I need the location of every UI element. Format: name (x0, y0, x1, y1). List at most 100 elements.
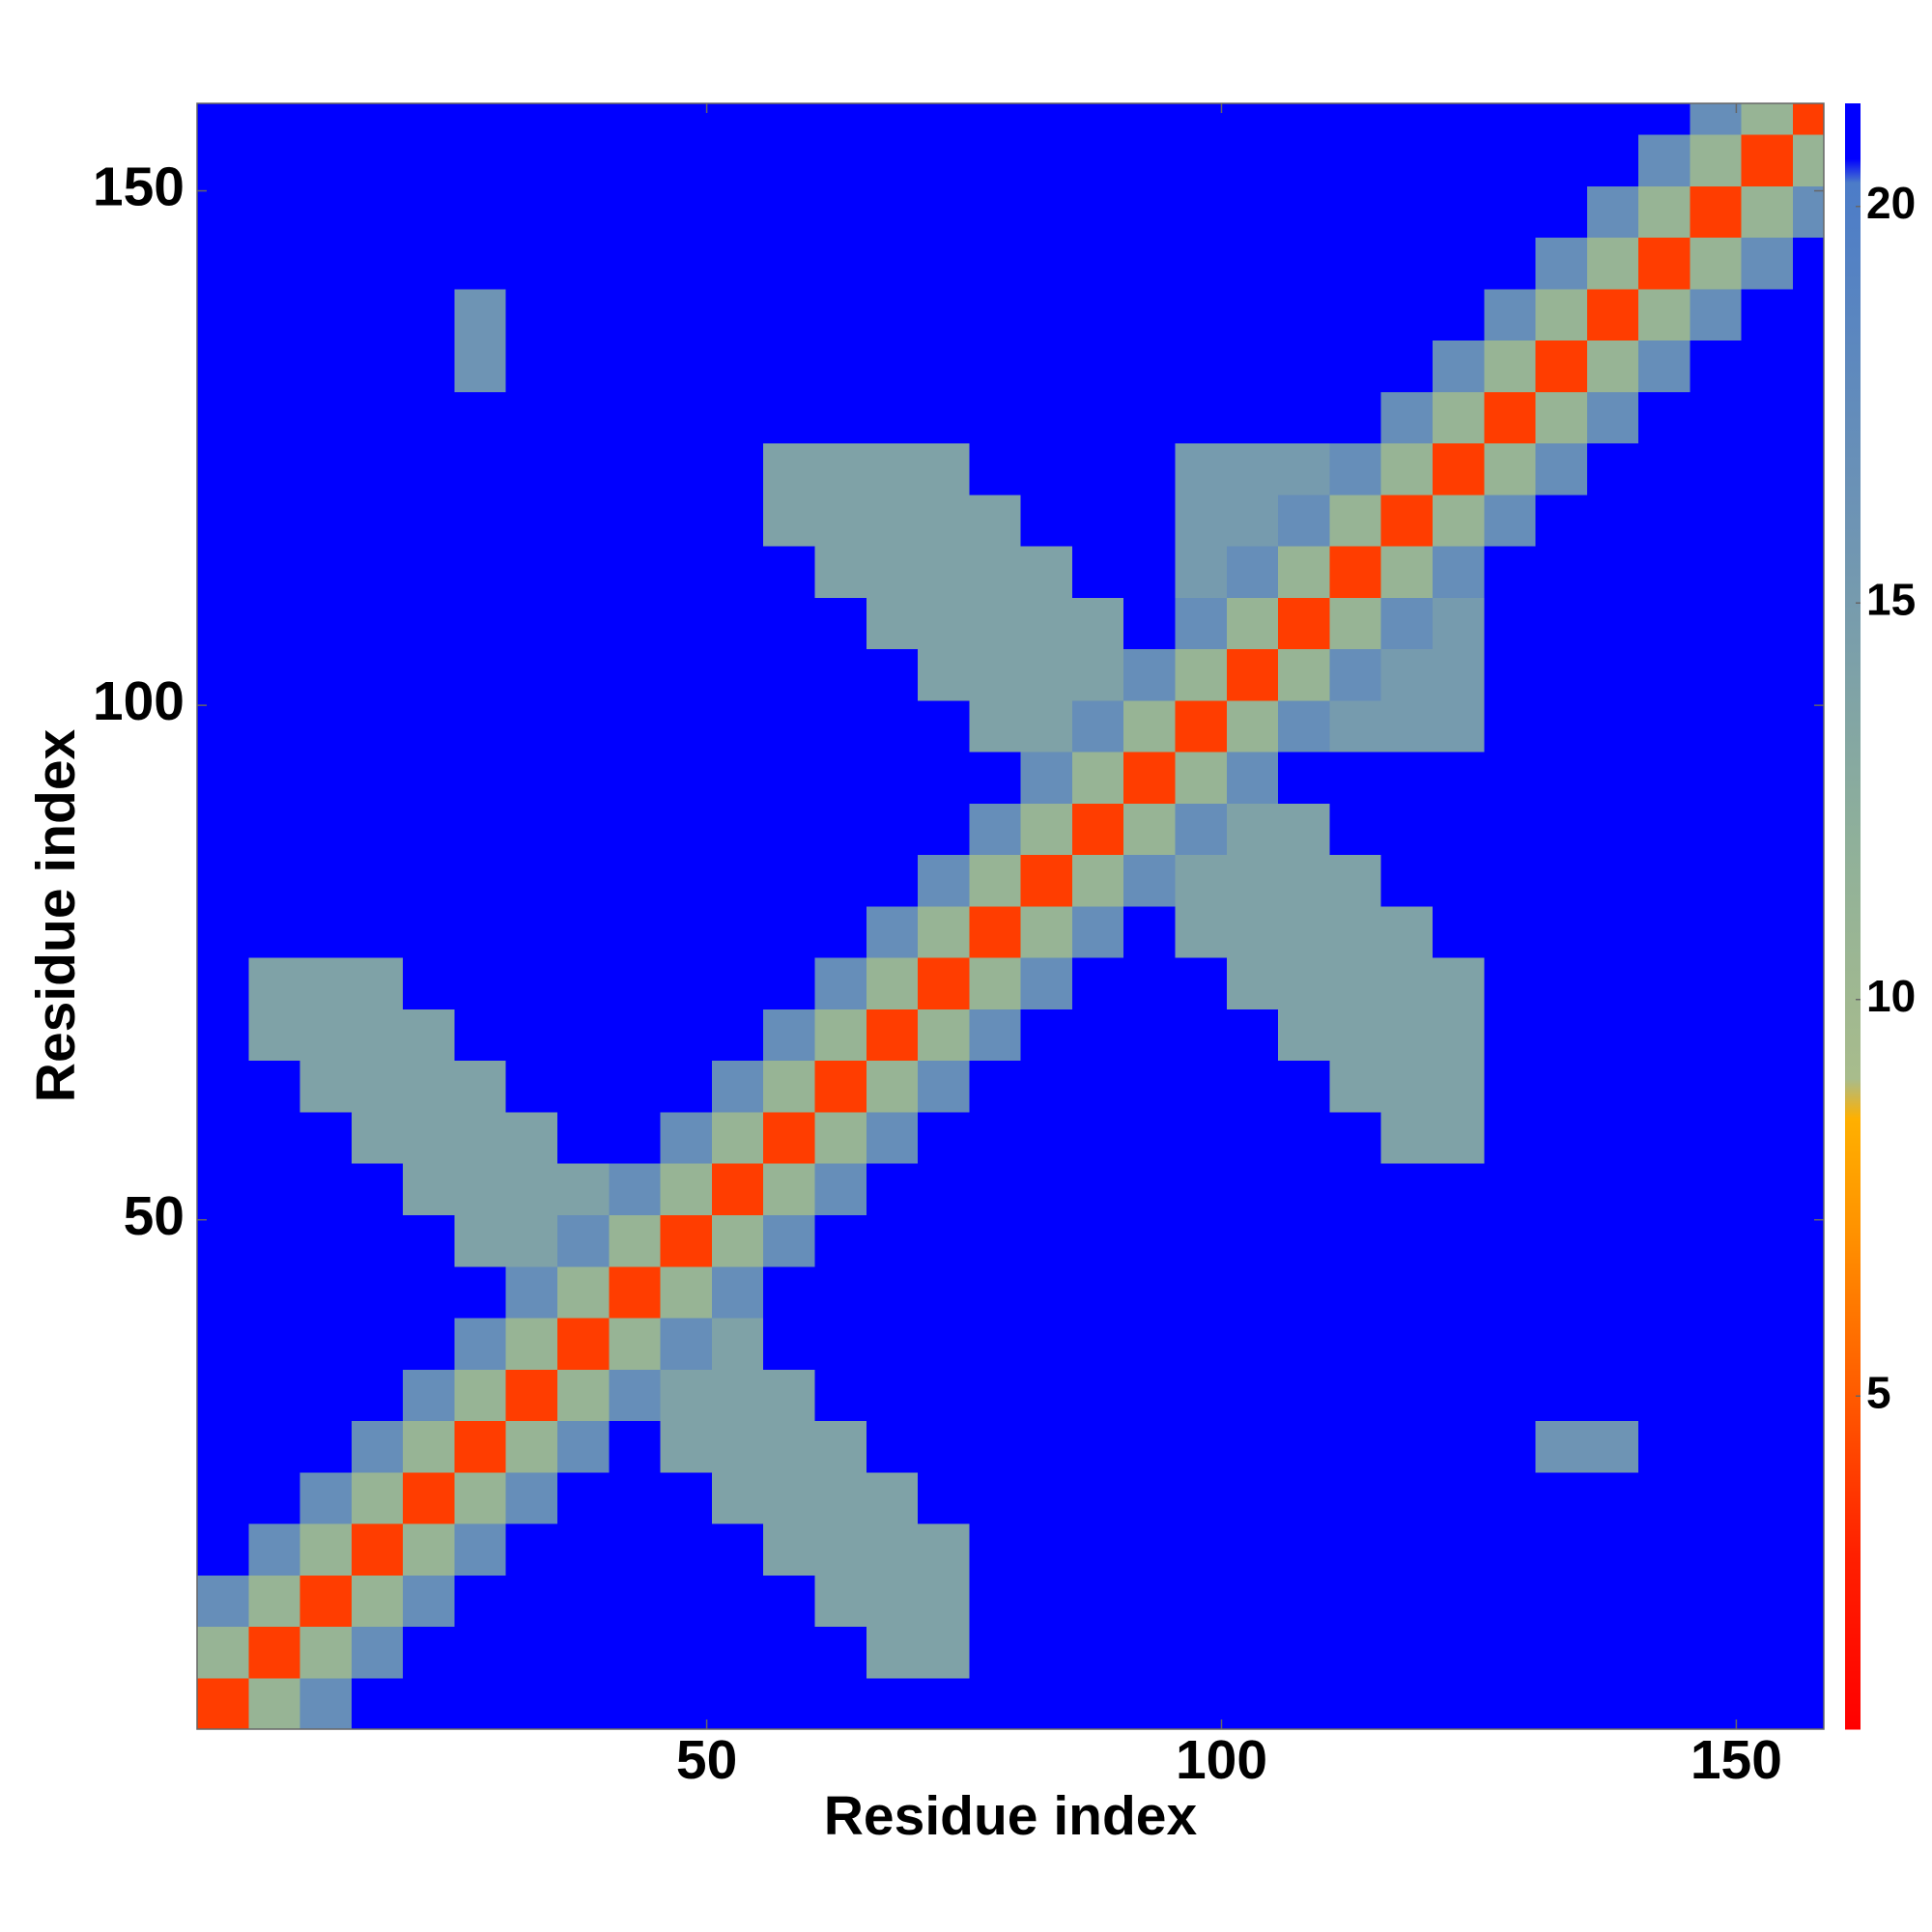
heatmap-cell (1123, 1214, 1177, 1267)
heatmap-cell (763, 133, 816, 186)
heatmap-cell (403, 699, 456, 753)
heatmap-cell (1123, 1420, 1177, 1473)
heatmap-cell (814, 237, 867, 290)
heatmap-cell (351, 1265, 404, 1319)
heatmap-cell (1329, 1677, 1382, 1730)
heatmap-cell (1432, 1677, 1485, 1730)
heatmap-cell (299, 1575, 353, 1628)
heatmap-cell (814, 752, 867, 804)
heatmap-cell (1484, 752, 1537, 804)
heatmap-cell (403, 597, 456, 650)
heatmap-cell (1690, 494, 1743, 547)
heatmap-cell (351, 442, 404, 496)
heatmap-cell (1278, 752, 1331, 804)
heatmap-cell (1535, 1111, 1588, 1164)
heatmap-cell (248, 546, 301, 598)
heatmap-cell (1380, 1522, 1434, 1576)
heatmap-cell (609, 339, 662, 392)
heatmap-cell (1690, 1060, 1743, 1113)
heatmap-cell (969, 648, 1022, 701)
heatmap-cell (918, 1471, 970, 1524)
heatmap-cell (454, 1677, 507, 1730)
heatmap-cell (557, 699, 610, 753)
heatmap-cell (248, 442, 301, 496)
heatmap-cell (1175, 103, 1228, 135)
heatmap-cell (1278, 1317, 1331, 1370)
heatmap-cell (1380, 1369, 1434, 1422)
heatmap-cell (197, 1677, 249, 1730)
heatmap-cell (248, 752, 301, 804)
heatmap-cell (505, 1626, 558, 1679)
heatmap-cell (1638, 1060, 1691, 1113)
heatmap-cell (609, 237, 662, 290)
heatmap-cell (248, 1214, 301, 1267)
heatmap-cell (918, 103, 970, 135)
heatmap-cell (1278, 1471, 1331, 1524)
heatmap-cell (505, 1214, 558, 1267)
heatmap-cell (248, 185, 301, 239)
heatmap-cell (1278, 391, 1331, 444)
heatmap-cell (763, 957, 816, 1009)
heatmap-cell (814, 1420, 867, 1473)
heatmap-cell (814, 1677, 867, 1730)
heatmap-cell (969, 494, 1022, 547)
heatmap-cell (1226, 648, 1279, 701)
heatmap-cell (454, 494, 507, 547)
heatmap-cell (299, 1677, 353, 1730)
heatmap-cell (918, 1677, 970, 1730)
heatmap-cell (1278, 957, 1331, 1009)
heatmap-cell (299, 185, 353, 239)
heatmap-cell (660, 288, 713, 341)
heatmap-cell (1226, 494, 1279, 547)
heatmap-cell (248, 1420, 301, 1473)
heatmap-cell (1741, 1163, 1794, 1216)
heatmap-cell (1175, 1677, 1228, 1730)
heatmap-cell (1380, 103, 1434, 135)
heatmap-cell (197, 1317, 249, 1370)
heatmap-cell (711, 1420, 764, 1473)
heatmap-cell (1432, 237, 1485, 290)
heatmap-cell (814, 1575, 867, 1628)
heatmap-cell (918, 1009, 970, 1062)
heatmap-cell (505, 1420, 558, 1473)
heatmap-cell (299, 1420, 353, 1473)
heatmap-cell (197, 648, 249, 701)
heatmap-cell (248, 1369, 301, 1422)
heatmap-cell (814, 1163, 867, 1216)
heatmap-cell (1793, 442, 1825, 496)
heatmap-cell (454, 237, 507, 290)
heatmap-cell (1586, 648, 1639, 701)
heatmap-cell (1175, 442, 1228, 496)
heatmap-cell (609, 1214, 662, 1267)
heatmap-cell (1123, 288, 1177, 341)
heatmap-cell (711, 391, 764, 444)
heatmap-cell (660, 1677, 713, 1730)
heatmap-cell (299, 546, 353, 598)
heatmap-cell (1586, 1369, 1639, 1422)
heatmap-cell (1638, 546, 1691, 598)
heatmap-cell (1484, 1471, 1537, 1524)
heatmap-cell (1484, 1626, 1537, 1679)
heatmap-cell (1020, 288, 1073, 341)
heatmap-cell (1741, 1626, 1794, 1679)
heatmap-cell (1226, 133, 1279, 186)
heatmap-cell (1535, 803, 1588, 856)
heatmap-cell (763, 1214, 816, 1267)
heatmap-cell (609, 1265, 662, 1319)
heatmap-cell (248, 1111, 301, 1164)
heatmap-cell (866, 1317, 919, 1370)
heatmap-cell (814, 1626, 867, 1679)
heatmap-cell (403, 957, 456, 1009)
heatmap-cell (1278, 442, 1331, 496)
heatmap-cell (1690, 546, 1743, 598)
heatmap-cell (1380, 1420, 1434, 1473)
heatmap-cell (814, 442, 867, 496)
heatmap-cell (1020, 905, 1073, 958)
heatmap-cell (1123, 546, 1177, 598)
heatmap-cell (1020, 339, 1073, 392)
heatmap-cell (351, 905, 404, 958)
heatmap-cell (1586, 1522, 1639, 1576)
heatmap-cell (1484, 133, 1537, 186)
heatmap-cell (1380, 442, 1434, 496)
